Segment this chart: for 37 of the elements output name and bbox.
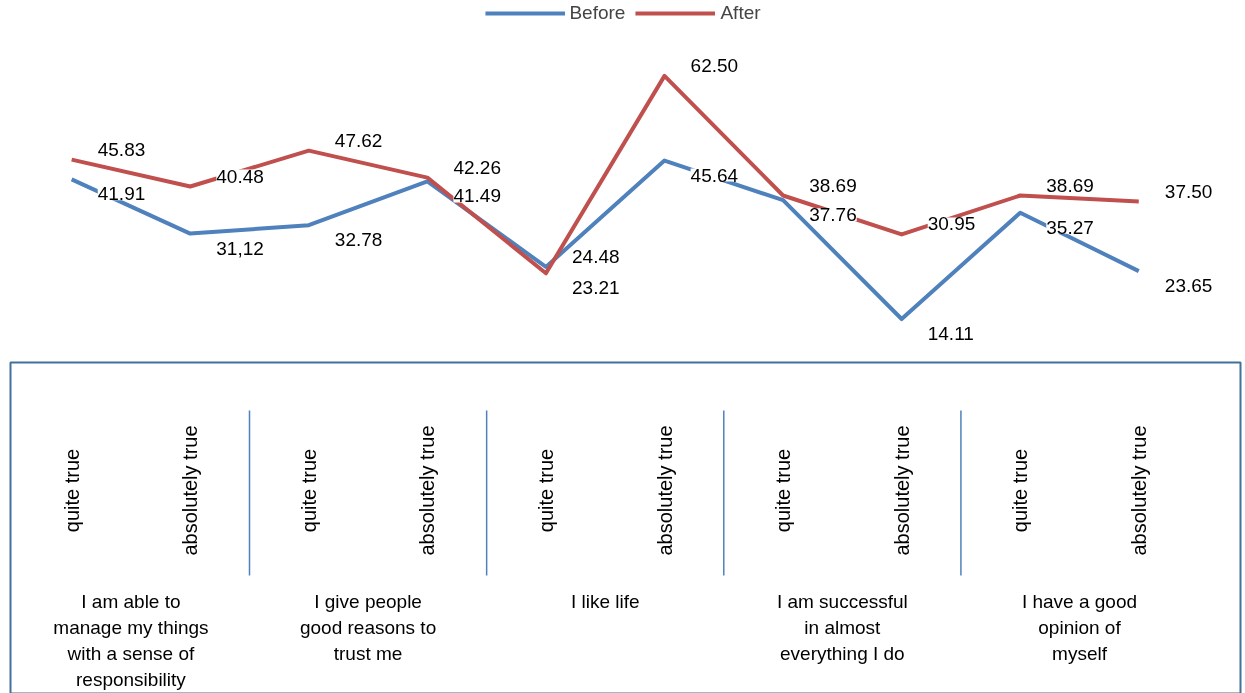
data-label: 37.50 [1164, 180, 1213, 202]
text: I am successful in almost everything I do [776, 590, 908, 664]
x-tick-label: absolutely true [653, 425, 676, 556]
data-label: 23.21 [572, 277, 620, 299]
text: I am able to manage my things with a sense of responsibility [53, 590, 209, 691]
x-tick-label: quite true [534, 448, 557, 533]
x-tick-label: quite true [297, 448, 320, 533]
data-label: 35.27 [1046, 216, 1094, 238]
data-label: 14.11 [927, 323, 974, 345]
data-label: 31,12 [216, 237, 264, 259]
data-label: 41.49 [453, 185, 501, 207]
data-label: 45.64 [690, 164, 739, 186]
x-tick-label: quite true [1009, 448, 1032, 533]
data-label: 23.65 [1164, 275, 1213, 297]
data-label: 41.91 [97, 183, 146, 205]
x-tick-label: absolutely true [416, 425, 439, 556]
data-label: 32.78 [334, 229, 383, 251]
text: I give people good reasons to trust me [299, 590, 437, 664]
data-label: 62.50 [690, 54, 739, 76]
legend-label: After [720, 2, 761, 24]
data-label: 24.48 [572, 245, 620, 267]
x-tick-label: absolutely true [179, 425, 202, 556]
data-label: 40.48 [216, 165, 264, 187]
x-tick-label: quite true [772, 448, 795, 533]
data-label: 45.83 [97, 138, 146, 160]
data-label: 38.69 [809, 174, 857, 196]
data-label: 37.76 [809, 204, 857, 226]
data-label: 47.62 [334, 129, 383, 151]
data-label: 38.69 [1046, 174, 1094, 196]
x-tick-label: quite true [60, 448, 83, 533]
text: I have a good opinion of myself [1021, 590, 1138, 664]
data-label: 42.26 [453, 156, 501, 178]
text: I like life [570, 590, 640, 612]
x-tick-label: absolutely true [890, 425, 913, 556]
data-label: 30.95 [927, 213, 976, 235]
legend-label: Before [569, 2, 626, 24]
x-tick-label: absolutely true [1127, 425, 1150, 556]
